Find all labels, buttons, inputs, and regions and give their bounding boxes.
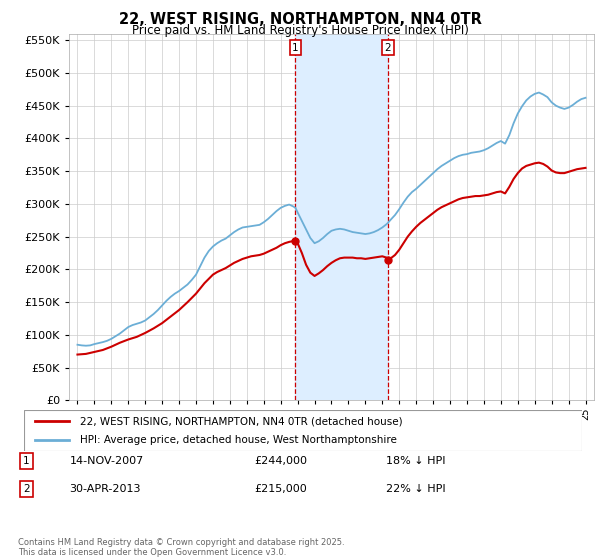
Text: 22% ↓ HPI: 22% ↓ HPI (386, 484, 446, 494)
Text: £244,000: £244,000 (254, 456, 307, 466)
Text: 18% ↓ HPI: 18% ↓ HPI (386, 456, 446, 466)
Text: HPI: Average price, detached house, West Northamptonshire: HPI: Average price, detached house, West… (80, 435, 397, 445)
Text: £215,000: £215,000 (254, 484, 307, 494)
Text: 22, WEST RISING, NORTHAMPTON, NN4 0TR (detached house): 22, WEST RISING, NORTHAMPTON, NN4 0TR (d… (80, 417, 403, 426)
Text: 22, WEST RISING, NORTHAMPTON, NN4 0TR: 22, WEST RISING, NORTHAMPTON, NN4 0TR (119, 12, 481, 27)
Text: 1: 1 (292, 43, 299, 53)
Text: 1: 1 (23, 456, 30, 466)
FancyBboxPatch shape (24, 410, 582, 451)
Bar (295, 34, 388, 400)
Text: 30-APR-2013: 30-APR-2013 (70, 484, 141, 494)
Text: 14-NOV-2007: 14-NOV-2007 (70, 456, 144, 466)
Text: 2: 2 (23, 484, 30, 494)
Text: Contains HM Land Registry data © Crown copyright and database right 2025.
This d: Contains HM Land Registry data © Crown c… (18, 538, 344, 557)
Text: 2: 2 (385, 43, 391, 53)
Text: Price paid vs. HM Land Registry's House Price Index (HPI): Price paid vs. HM Land Registry's House … (131, 24, 469, 36)
